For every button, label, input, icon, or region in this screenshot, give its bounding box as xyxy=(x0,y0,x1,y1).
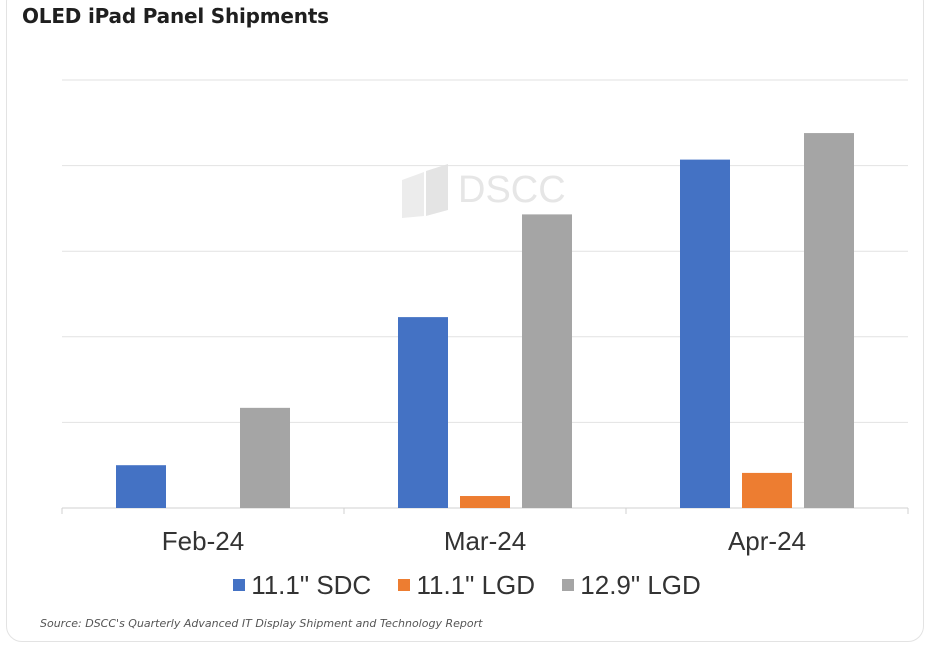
legend-swatch-lgd-129 xyxy=(562,579,575,592)
bar xyxy=(398,317,448,508)
watermark-logo-icon xyxy=(426,164,448,216)
chart-title: OLED iPad Panel Shipments xyxy=(22,4,329,28)
bar xyxy=(804,133,854,508)
legend-swatch-lgd-11 xyxy=(398,579,411,592)
chart-card xyxy=(6,0,924,642)
legend: 11.1" SDC 11.1" LGD 12.9" LGD xyxy=(0,570,934,601)
legend-label-lgd-11: 11.1" LGD xyxy=(416,570,536,600)
bar xyxy=(116,465,166,508)
x-tick-label: Feb-24 xyxy=(162,526,244,556)
x-tick-label: Apr-24 xyxy=(728,526,806,556)
source-note: Source: DSCC's Quarterly Advanced IT Dis… xyxy=(40,617,483,630)
bar xyxy=(522,214,572,508)
legend-item-lgd-129: 12.9" LGD xyxy=(562,570,701,601)
watermark-logo-icon xyxy=(402,172,424,218)
legend-swatch-sdc-11 xyxy=(233,579,246,592)
legend-item-sdc-11: 11.1" SDC xyxy=(233,570,371,601)
legend-item-lgd-11: 11.1" LGD xyxy=(398,570,535,601)
legend-label-lgd-129: 12.9" LGD xyxy=(580,570,701,600)
bar xyxy=(680,159,730,508)
bar xyxy=(240,407,290,508)
bar xyxy=(460,496,510,508)
legend-label-sdc-11: 11.1" SDC xyxy=(251,570,372,600)
bar-chart: DSCC Feb-24 Mar-24 Apr-24 xyxy=(61,79,909,556)
bar xyxy=(742,472,792,508)
x-tick-label: Mar-24 xyxy=(444,526,526,556)
watermark-text: DSCC xyxy=(458,169,566,211)
